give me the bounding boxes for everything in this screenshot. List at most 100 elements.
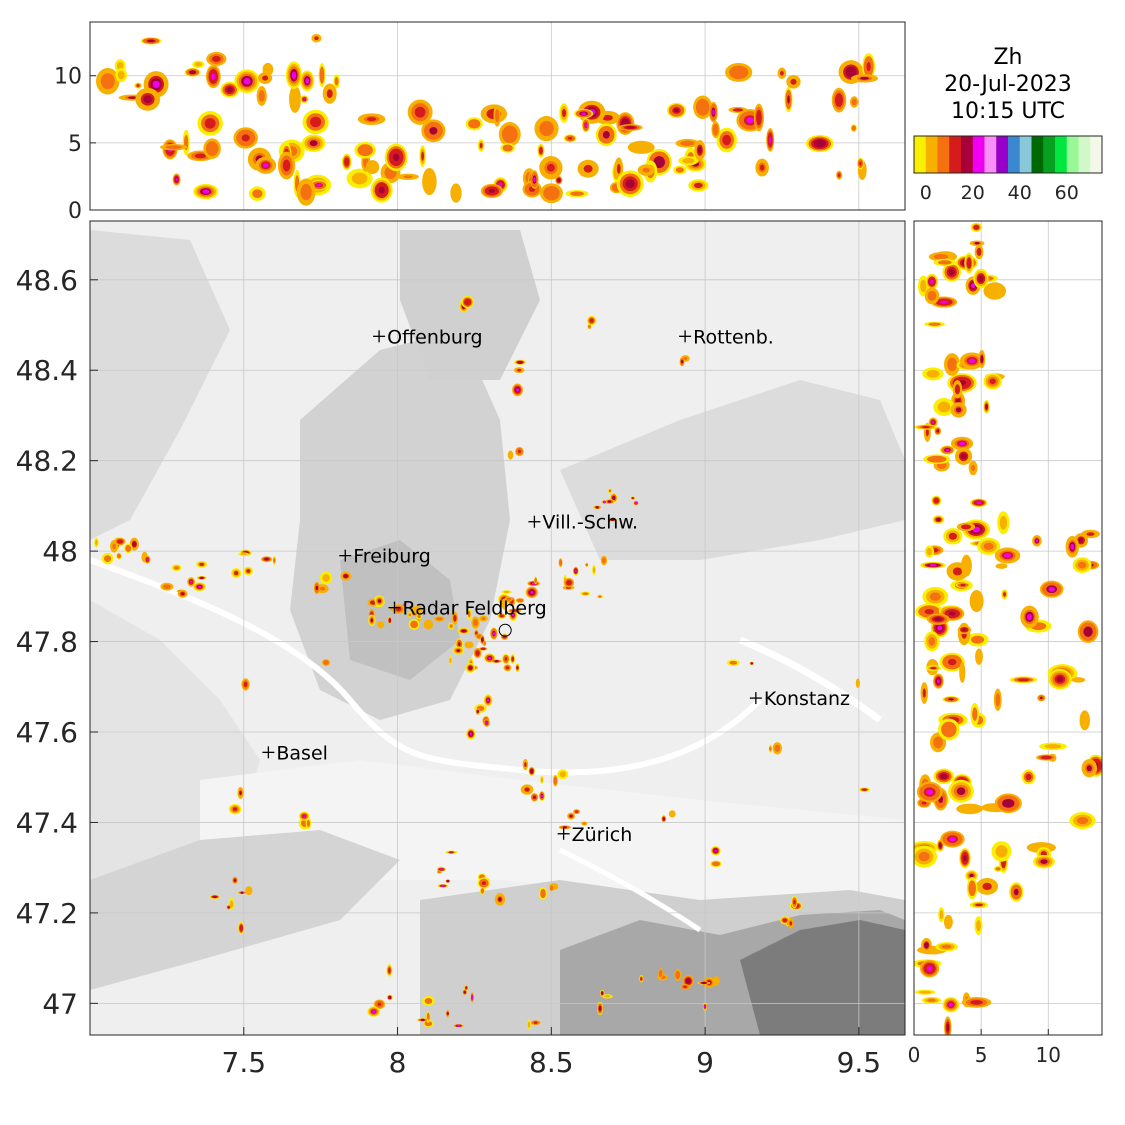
map-cell (467, 608, 472, 620)
map-cell (322, 659, 330, 666)
colorbar-frame (913, 135, 1103, 174)
map-cell (581, 821, 588, 826)
map-y-tick-label: 47.2 (16, 897, 78, 930)
map-panel: Offenburg Rottenb. Vill.-Schw. Freiburg Rada… (16, 202, 922, 1079)
map-cell (597, 594, 603, 599)
map-cell (451, 611, 459, 625)
side-cell (920, 561, 946, 569)
top-cell (565, 190, 589, 198)
top-cell (193, 183, 219, 200)
map-cell (94, 537, 99, 548)
map-cell (340, 571, 352, 581)
side-cell (931, 495, 942, 506)
top-cell (618, 124, 643, 131)
map-cell (237, 891, 247, 895)
top-cell (784, 86, 793, 113)
top-cell (172, 173, 181, 186)
side-cell (1021, 769, 1036, 785)
side-cell (966, 877, 978, 900)
side-cell (942, 996, 960, 1013)
map-cell (124, 543, 133, 554)
map-cell (232, 876, 238, 884)
map-cell (727, 659, 740, 666)
title-time: 10:15 UTC (951, 99, 1065, 124)
colorbar-swatch (972, 136, 985, 173)
map-cell (500, 633, 509, 640)
top-cell (233, 127, 258, 149)
side-cell (1069, 812, 1096, 830)
side-cell (943, 528, 963, 545)
colorbar: 0 20 40 60 (913, 135, 1103, 204)
side-cell (928, 417, 938, 427)
city-label: Vill.-Schw. (542, 512, 638, 534)
top-cell (539, 156, 563, 180)
map-cell (448, 655, 452, 665)
map-cell (600, 989, 605, 997)
map-cell (373, 999, 386, 1010)
colorbar-tick-label: 40 (1008, 182, 1032, 204)
map-cell (470, 992, 474, 1003)
map-cell (446, 1009, 450, 1018)
top-cell (205, 64, 221, 89)
top-cell (678, 156, 699, 166)
side-cell (933, 397, 955, 416)
side-cell (959, 847, 971, 869)
side-cell (922, 586, 949, 607)
map-cell (386, 994, 393, 1001)
top-cell (786, 74, 801, 89)
map-cell (228, 803, 242, 815)
top-cell (534, 116, 559, 142)
side-cell (948, 779, 974, 803)
map-y-tick-label: 48.2 (16, 445, 78, 478)
side-x-tick-label: 5 (975, 1043, 988, 1067)
side-cell (933, 673, 944, 689)
map-cell (480, 887, 485, 895)
map-y-tick-label: 47.6 (16, 716, 78, 749)
side-cell (969, 589, 984, 613)
map-grid (90, 221, 905, 1035)
map-cell (436, 867, 447, 872)
map-cell (587, 324, 592, 330)
map-cell (466, 728, 476, 740)
map-cell (858, 787, 870, 792)
side-cell (926, 613, 950, 625)
top-cell (318, 63, 326, 87)
map-cell (607, 518, 618, 522)
top-cell (709, 101, 718, 123)
map-cell (585, 562, 589, 567)
top-cell (248, 186, 266, 201)
side-cell (977, 537, 1001, 555)
top-cell (197, 111, 223, 136)
map-cell (567, 812, 575, 820)
map-frame (89, 220, 906, 1036)
map-cell (367, 1006, 381, 1017)
top-cell (755, 158, 769, 177)
side-cell (923, 454, 951, 465)
top-cell (384, 143, 408, 172)
top-cell (711, 121, 720, 139)
colorbar-swatch (937, 136, 950, 173)
colorbar-swatch (1031, 136, 1044, 173)
side-cell (943, 914, 953, 930)
side-cell (993, 688, 1002, 711)
top-cell (477, 139, 485, 152)
map-cell (471, 616, 480, 629)
side-cell (1048, 668, 1072, 690)
colorbar-tick-label: 0 (920, 182, 932, 204)
map-cell (668, 810, 676, 818)
map-cell (712, 976, 720, 986)
map-cell (580, 591, 591, 596)
top-cell (753, 103, 764, 132)
top-cell (498, 122, 521, 147)
map-cell (780, 916, 790, 925)
map-cell (639, 975, 644, 983)
top-cell (135, 87, 161, 111)
top-cell (849, 96, 859, 108)
side-cell (939, 652, 965, 672)
map-cell (408, 619, 420, 630)
map-cell (452, 646, 464, 655)
side-cell (965, 870, 978, 881)
side-cell (974, 244, 984, 260)
map-cell (410, 606, 423, 614)
colorbar-swatch (914, 136, 927, 173)
